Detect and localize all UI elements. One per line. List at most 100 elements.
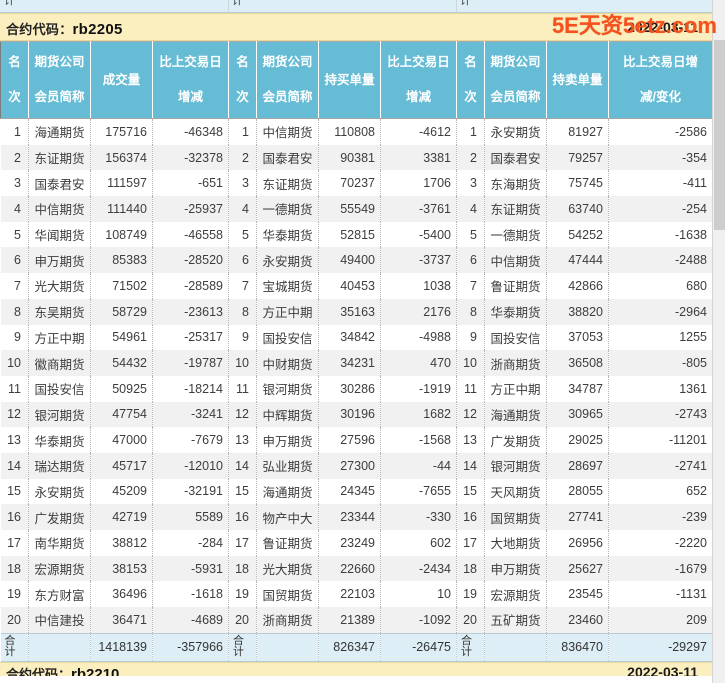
cell-rank: 20	[228, 607, 257, 634]
col-header-short-change[interactable]: 比上交易日增 减/变化	[608, 41, 713, 119]
cell-volume-change: 5589	[152, 504, 229, 530]
cell-rank: 7	[228, 273, 257, 299]
cell-long-change: 1706	[380, 170, 457, 197]
prev-total-label-2: 计	[232, 0, 243, 7]
col-header-member-1[interactable]: 期货公司 会员简称	[28, 41, 91, 119]
col-h-text: 比上交易日	[387, 55, 450, 69]
cell-short-change: -805	[608, 350, 713, 376]
cell-rank: 8	[456, 298, 485, 325]
cell-volume: 45717	[90, 452, 153, 479]
col-h-gap	[384, 71, 453, 89]
cell-volume: 45209	[90, 478, 153, 505]
cell-member: 光大期货	[256, 555, 319, 582]
total-label-2: 合计	[228, 632, 257, 662]
cell-rank: 10	[228, 350, 257, 376]
cell-rank: 6	[0, 247, 29, 274]
cell-rank: 6	[228, 247, 257, 274]
col-header-rank-2[interactable]: 名次	[228, 41, 257, 119]
cell-short-change: -411	[608, 170, 713, 197]
cell-rank: 16	[456, 504, 485, 530]
cell-long: 22103	[318, 581, 381, 608]
col-header-rank-3[interactable]: 名次	[456, 41, 485, 119]
col-header-volume[interactable]: 成交量	[90, 41, 153, 119]
cell-rank: 10	[0, 350, 29, 376]
cell-volume-change: -25937	[152, 196, 229, 222]
col-h-gap	[612, 71, 709, 89]
cell-member: 国泰君安	[28, 170, 91, 197]
cell-short: 47444	[546, 247, 609, 274]
cell-rank: 14	[228, 452, 257, 479]
cell-volume: 36471	[90, 607, 153, 634]
cell-member: 一德期货	[484, 221, 547, 248]
cell-member: 五矿期货	[484, 607, 547, 634]
cell-short-change: -2220	[608, 530, 713, 556]
cell-long-change: -1919	[380, 375, 457, 402]
table-row: 15 永安期货 45209 -32191 15 海通期货 24345 -7655 15 天风期货 2…	[0, 478, 713, 505]
cell-volume: 54432	[90, 350, 153, 376]
total-long-change: -26475	[380, 632, 457, 662]
cell-volume-change: -284	[152, 530, 229, 556]
col-h-gap	[156, 71, 225, 89]
cell-long: 27300	[318, 452, 381, 479]
table-row: 12 银河期货 47754 -3241 12 中辉期货 30196 1682 12 海通期货 309…	[0, 401, 713, 428]
cell-long-change: 1682	[380, 401, 457, 428]
table-row: 8 东吴期货 58729 -23613 8 方正中期 35163 2176 8 华泰期货 38820…	[0, 298, 713, 325]
col-header-member-2[interactable]: 期货公司 会员简称	[256, 41, 319, 119]
cell-rank: 16	[228, 504, 257, 530]
contract-header-band: 合约代码：rb2205 2022-03-11	[0, 13, 712, 41]
cell-long-change: -4612	[380, 118, 457, 145]
col-header-short-position[interactable]: 持卖单量	[546, 41, 609, 119]
total-short: 836470	[546, 632, 609, 662]
cell-member: 申万期货	[28, 247, 91, 274]
cell-long: 24345	[318, 478, 381, 505]
cell-member: 国泰君安	[484, 144, 547, 171]
table-row: 9 方正中期 54961 -25317 9 国投安信 34842 -4988 9 国投安信 3705…	[0, 324, 713, 351]
contract-code-value: rb2205	[72, 21, 123, 38]
vertical-scrollbar[interactable]	[712, 0, 725, 683]
cell-long-change: -1568	[380, 427, 457, 453]
col-header-member-3[interactable]: 期货公司 会员简称	[484, 41, 547, 119]
cell-volume: 42719	[90, 504, 153, 530]
cell-rank: 19	[456, 581, 485, 608]
prev-total-label-1: 计	[4, 0, 15, 7]
cell-rank: 16	[0, 504, 29, 530]
cell-rank: 3	[0, 170, 29, 197]
col-h-text: 期货公司	[262, 55, 313, 69]
table-row: 20 中信建投 36471 -4689 20 浙商期货 21389 -1092 20 五矿期货 23…	[0, 607, 713, 634]
col-header-long-change[interactable]: 比上交易日 增减	[380, 41, 457, 119]
next-contract-header-band: 合约代码：rb2210 2022-03-11	[0, 662, 712, 676]
ranking-table: 名次 期货公司 会员简称 成交量 比上交易日 增减 名次 期货公司 会员简称 持买单量…	[0, 41, 713, 662]
cell-short-change: -11201	[608, 427, 713, 453]
col-h-gap	[488, 71, 543, 89]
cell-volume: 111440	[90, 196, 153, 222]
cell-rank: 8	[228, 298, 257, 325]
cell-member: 方正中期	[28, 324, 91, 351]
cell-rank: 3	[456, 170, 485, 197]
cell-rank: 19	[0, 581, 29, 608]
col-header-volume-change[interactable]: 比上交易日 增减	[152, 41, 229, 119]
cell-rank: 15	[456, 478, 485, 505]
cell-long-change: 602	[380, 530, 457, 556]
cell-volume-change: -5931	[152, 555, 229, 582]
cell-short: 28055	[546, 478, 609, 505]
cell-member: 国贸期货	[484, 504, 547, 530]
previous-table-total-strip: 计 计 计	[0, 0, 712, 13]
cell-volume: 54961	[90, 324, 153, 351]
col-h-text: 期货公司	[34, 55, 85, 69]
cell-member: 永安期货	[256, 247, 319, 274]
col-header-long-position[interactable]: 持买单量	[318, 41, 381, 119]
cell-short: 37053	[546, 324, 609, 351]
cell-member: 鲁证期货	[484, 273, 547, 299]
cell-member: 国泰君安	[256, 144, 319, 171]
cell-member: 东方财富	[28, 581, 91, 608]
cell-short-change: 209	[608, 607, 713, 634]
cell-member: 华泰期货	[484, 298, 547, 325]
col-h-text: 期货公司	[490, 55, 541, 69]
cell-long-change: -5400	[380, 221, 457, 248]
cell-long-change: -3737	[380, 247, 457, 274]
cell-member: 华泰期货	[256, 221, 319, 248]
col-header-rank-1[interactable]: 名次	[0, 41, 29, 119]
scrollbar-thumb[interactable]	[714, 40, 725, 230]
col-h-text2: 会员简称	[34, 90, 85, 104]
col-h-text2: 增减	[405, 90, 431, 104]
